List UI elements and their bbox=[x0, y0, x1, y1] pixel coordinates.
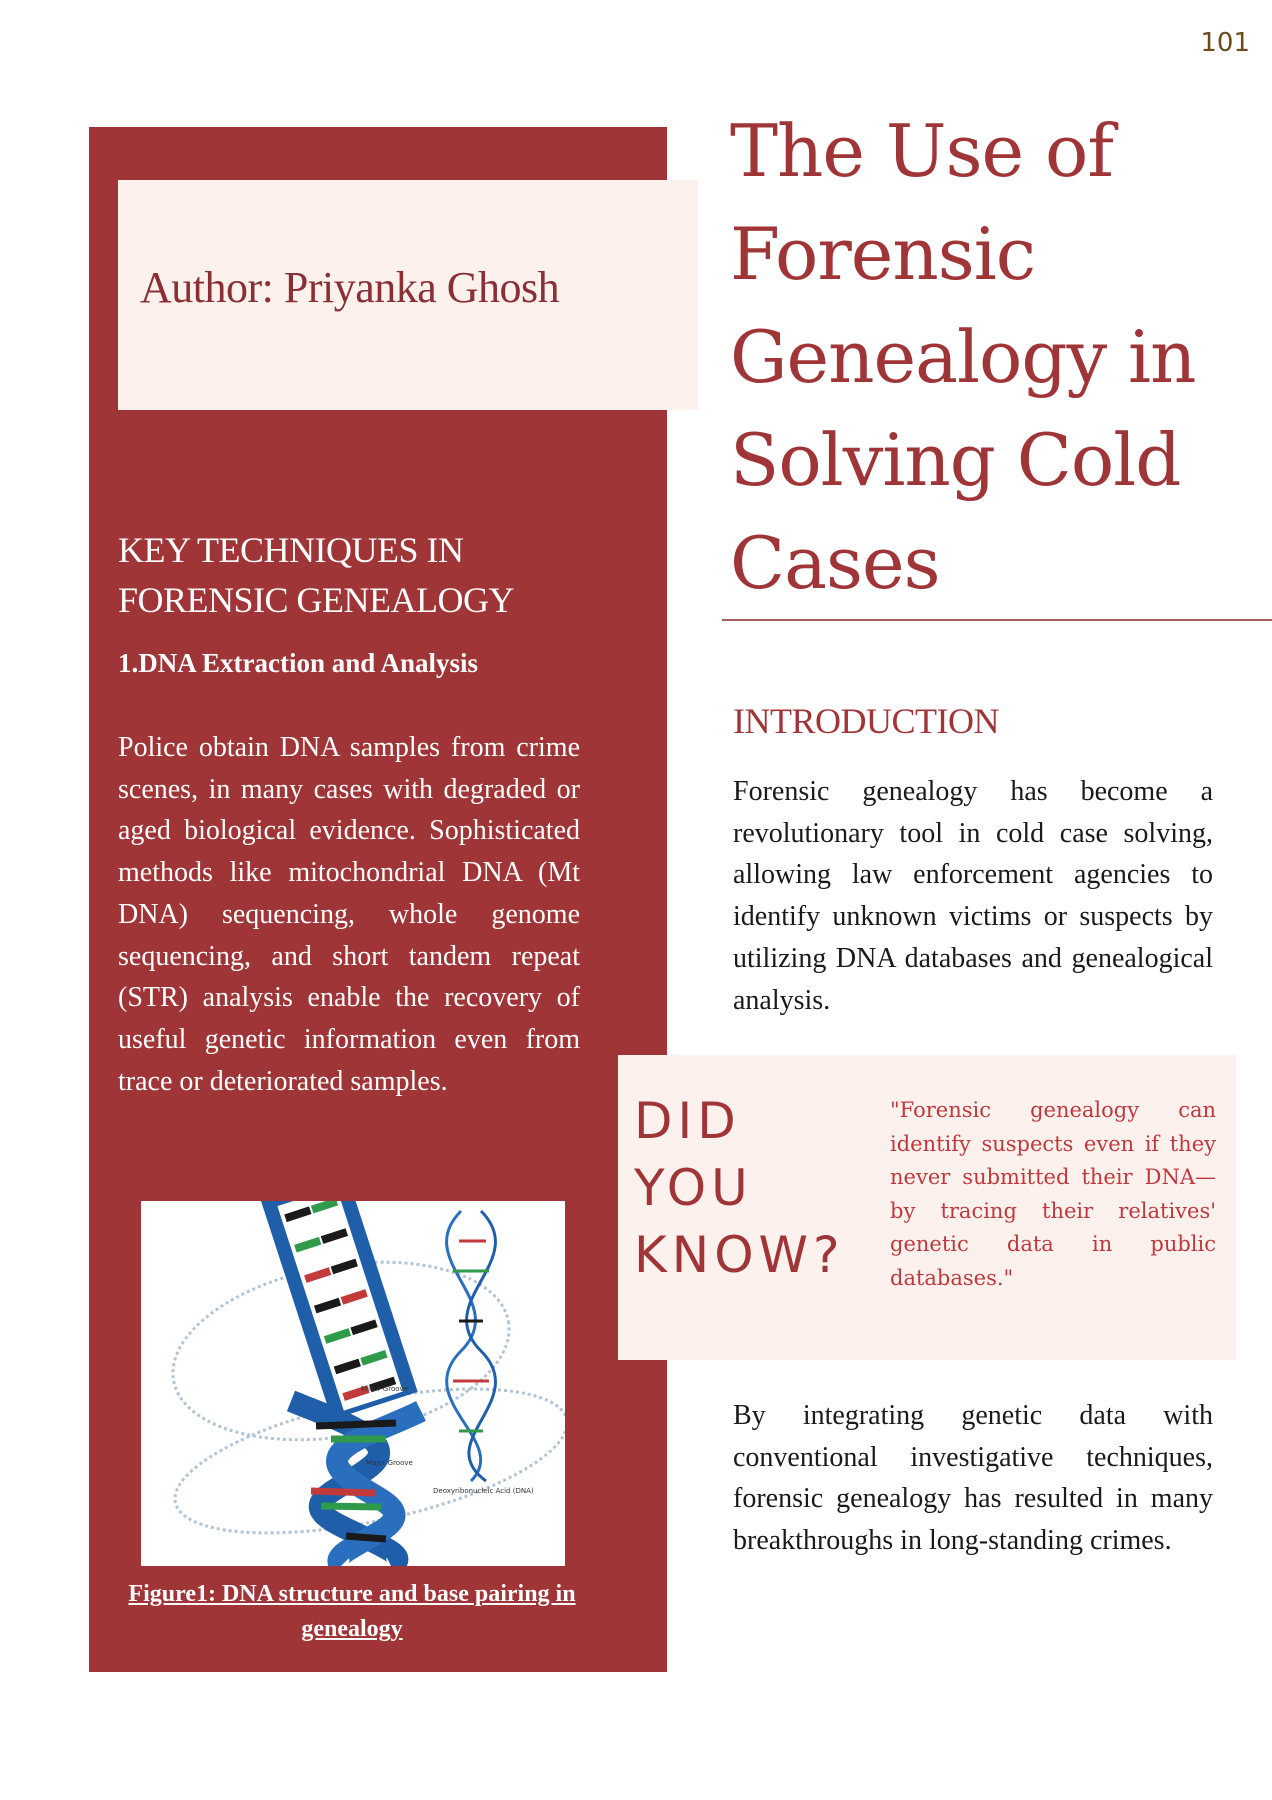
dna-label: Deoxyribonucleic Acid (DNA) bbox=[433, 1487, 534, 1495]
did-you-know-box: DID YOU KNOW? "Forensic genealogy can id… bbox=[618, 1055, 1236, 1360]
dna-helix-illustration: Minor Groove Major Groove Deoxyribonucle… bbox=[171, 1201, 565, 1566]
closing-paragraph: By integrating genetic data with convent… bbox=[733, 1400, 1213, 1557]
author-box: Author: Priyanka Ghosh bbox=[118, 180, 698, 410]
main-double-helix bbox=[286, 1390, 426, 1566]
dna-extraction-subheading: 1.DNA Extraction and Analysis bbox=[118, 648, 479, 678]
did-you-know-quote: "Forensic genealogy can identify suspect… bbox=[890, 1098, 1216, 1290]
minor-groove-label: Minor Groove bbox=[361, 1385, 408, 1393]
article-title: The Use of Forensic Genealogy in Solving… bbox=[730, 109, 1196, 605]
major-groove-label: Major Groove bbox=[366, 1459, 413, 1467]
title-divider bbox=[722, 619, 1272, 621]
dna-structure-figure: Minor Groove Major Groove Deoxyribonucle… bbox=[141, 1201, 565, 1566]
author-name: Author: Priyanka Ghosh bbox=[140, 263, 560, 312]
dna-extraction-body: Police obtain DNA samples from crime sce… bbox=[118, 732, 580, 1097]
figure-caption: Figure1: DNA structure and base pairing … bbox=[128, 1581, 576, 1642]
key-techniques-heading: KEY TECHNIQUES IN FORENSIC GENEALOGY bbox=[118, 530, 515, 620]
page-number: 101 bbox=[1200, 28, 1250, 58]
introduction-body: Forensic genealogy has become a revoluti… bbox=[733, 776, 1213, 1016]
introduction-heading: INTRODUCTION bbox=[733, 701, 999, 741]
thin-secondary-helix bbox=[445, 1209, 497, 1483]
unwound-dna-ladder bbox=[261, 1201, 418, 1420]
did-you-know-title: DID YOU KNOW? bbox=[634, 1092, 845, 1284]
